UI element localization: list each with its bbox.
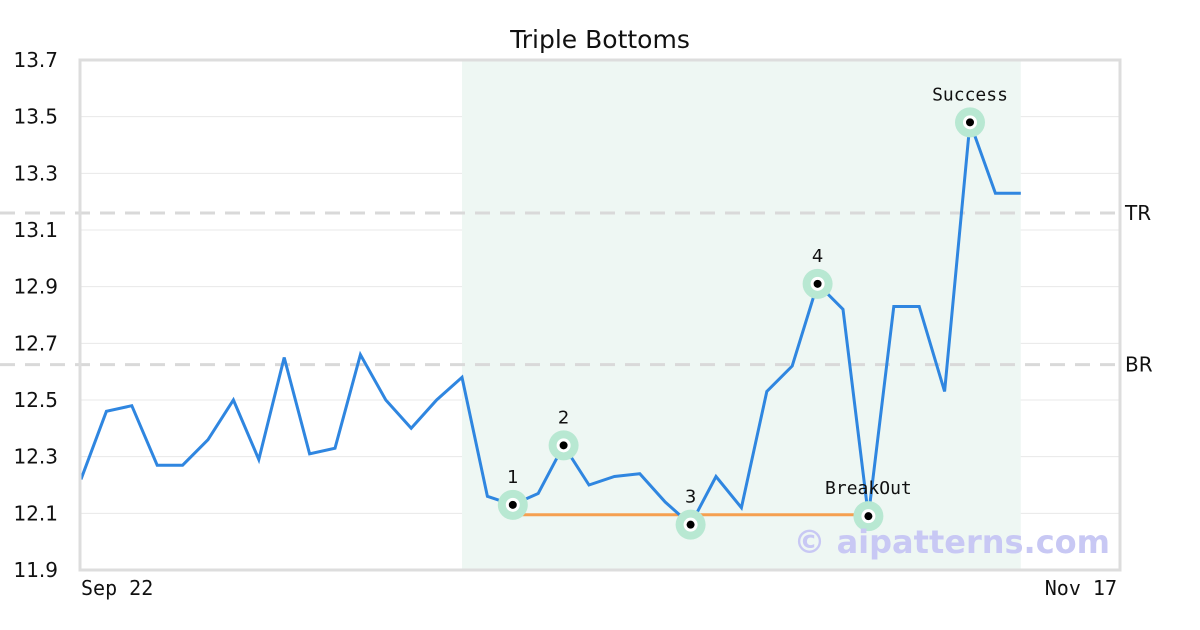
point-3-marker — [686, 520, 695, 529]
y-tick-label: 13.7 — [13, 48, 58, 72]
y-tick-label: 12.1 — [13, 501, 58, 525]
axes: 11.9 12.1 12.3 12.5 12.7 12.9 13.1 13.3 13.5 13.7… — [13, 48, 1122, 600]
point-breakout-marker — [864, 512, 873, 521]
reference-label-tr: TR — [1124, 201, 1151, 225]
point-label-success: Success — [932, 84, 1008, 105]
x-tick-label: Sep 22 — [81, 576, 153, 600]
point-label-1: 1 — [507, 467, 518, 488]
point-4-marker — [813, 279, 822, 288]
y-tick-label: 13.5 — [13, 105, 58, 129]
y-tick-label: 12.3 — [13, 445, 58, 469]
point-label-2: 2 — [558, 407, 569, 428]
point-label-3: 3 — [685, 487, 696, 508]
point-label-4: 4 — [812, 246, 823, 267]
price-line — [79, 121, 1021, 528]
plot-frame — [78, 58, 1122, 572]
chart-title: Triple Bottoms — [509, 25, 690, 54]
y-tick-label: 13.1 — [13, 218, 58, 242]
point-2-marker — [559, 441, 568, 450]
y-tick-label: 13.3 — [13, 161, 58, 185]
y-tick-label: 12.5 — [13, 388, 58, 412]
reference-label-br: BR — [1125, 353, 1153, 377]
reference-lines: TR BR — [0, 201, 1153, 377]
x-tick-label: Nov 17 — [1045, 576, 1117, 600]
pattern-points: 1 2 3 4 BreakOut Success — [497, 84, 1008, 540]
pattern-region — [462, 60, 1021, 570]
point-success-marker — [966, 118, 974, 127]
y-tick-label: 12.7 — [13, 331, 58, 355]
point-label-breakout: BreakOut — [825, 478, 912, 499]
y-tick-label: 11.9 — [13, 558, 58, 582]
price-series — [79, 121, 1021, 528]
pattern-region-shade — [462, 60, 1021, 570]
y-tick-label: 12.9 — [13, 275, 58, 299]
point-1-marker — [508, 500, 517, 509]
watermark: © aipatterns.com — [793, 523, 1110, 561]
